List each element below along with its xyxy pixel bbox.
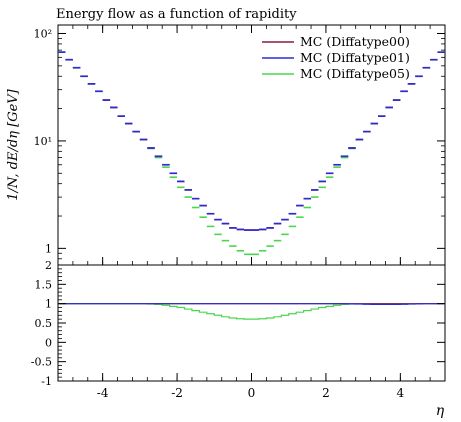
- ratio-series-group: [58, 303, 445, 320]
- ratio-line-2: [58, 303, 445, 320]
- ratio-y-tick-label-0: 2: [45, 259, 52, 272]
- x-tick-label-3: 2: [322, 386, 330, 400]
- legend-label-2: MC (Diffatype05): [300, 66, 410, 81]
- x-axis-label: η: [436, 403, 445, 419]
- main-series-group: [58, 51, 445, 256]
- x-tick-label-2: 0: [248, 386, 256, 400]
- x-tick-label-4: 4: [397, 386, 405, 400]
- legend-label-0: MC (Diffatype00): [300, 34, 410, 49]
- ratio-y-tick-label-6: -1: [41, 375, 52, 388]
- ratio-y-tick-label-5: -0.5: [31, 356, 52, 369]
- ratio-y-tick-label-1: 1.5: [35, 278, 53, 291]
- ratio-y-tick-label-2: 1: [45, 298, 52, 311]
- y-axis-label: 1/N, dE/dη [GeV]: [6, 88, 21, 200]
- ratio-y-tick-label-3: 0.5: [35, 317, 53, 330]
- legend: MC (Diffatype00)MC (Diffatype01)MC (Diff…: [262, 34, 410, 81]
- ratio-y-tick-label-4: 0: [45, 336, 52, 349]
- legend-label-1: MC (Diffatype01): [300, 50, 410, 65]
- ratio-line-1: [58, 303, 445, 306]
- ticks-group: -4 -2 0 2 4 10² 10¹ 1 2 1.5 1 0.5 0 -0.5 -1: [31, 25, 446, 400]
- chart-title: Energy flow as a function of rapidity: [56, 7, 297, 22]
- main-y-tick-label-1: 10¹: [34, 135, 52, 148]
- x-tick-label-0: -4: [97, 386, 109, 400]
- ratio-plot-frame: [57, 264, 446, 382]
- ratio-panel: [57, 264, 446, 382]
- main-y-tick-label-2: 1: [45, 242, 52, 255]
- main-y-tick-label-0: 10²: [34, 28, 52, 41]
- x-tick-label-1: -2: [171, 386, 183, 400]
